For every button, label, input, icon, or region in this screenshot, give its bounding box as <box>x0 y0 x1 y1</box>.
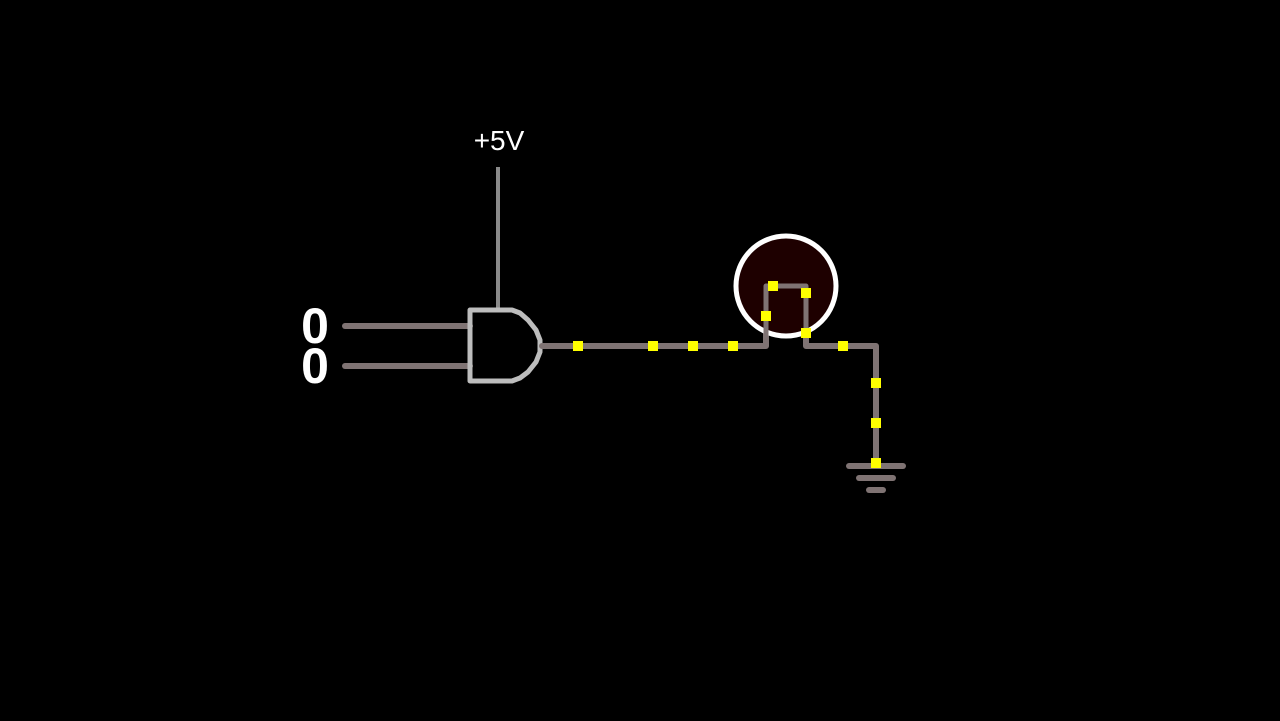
current-marker <box>648 341 658 351</box>
current-markers <box>573 281 881 468</box>
ground-icon <box>846 463 906 493</box>
current-marker <box>688 341 698 351</box>
and-gate <box>467 307 543 384</box>
current-marker <box>728 341 738 351</box>
current-marker <box>838 341 848 351</box>
input-a-value: 0 <box>301 298 329 354</box>
current-marker <box>801 328 811 338</box>
current-marker <box>768 281 778 291</box>
current-marker <box>801 288 811 298</box>
current-marker <box>761 311 771 321</box>
current-marker <box>573 341 583 351</box>
current-marker <box>871 418 881 428</box>
current-marker <box>871 378 881 388</box>
input-b-value: 0 <box>301 338 329 394</box>
supply-label: +5V <box>474 125 525 156</box>
current-marker <box>871 458 881 468</box>
